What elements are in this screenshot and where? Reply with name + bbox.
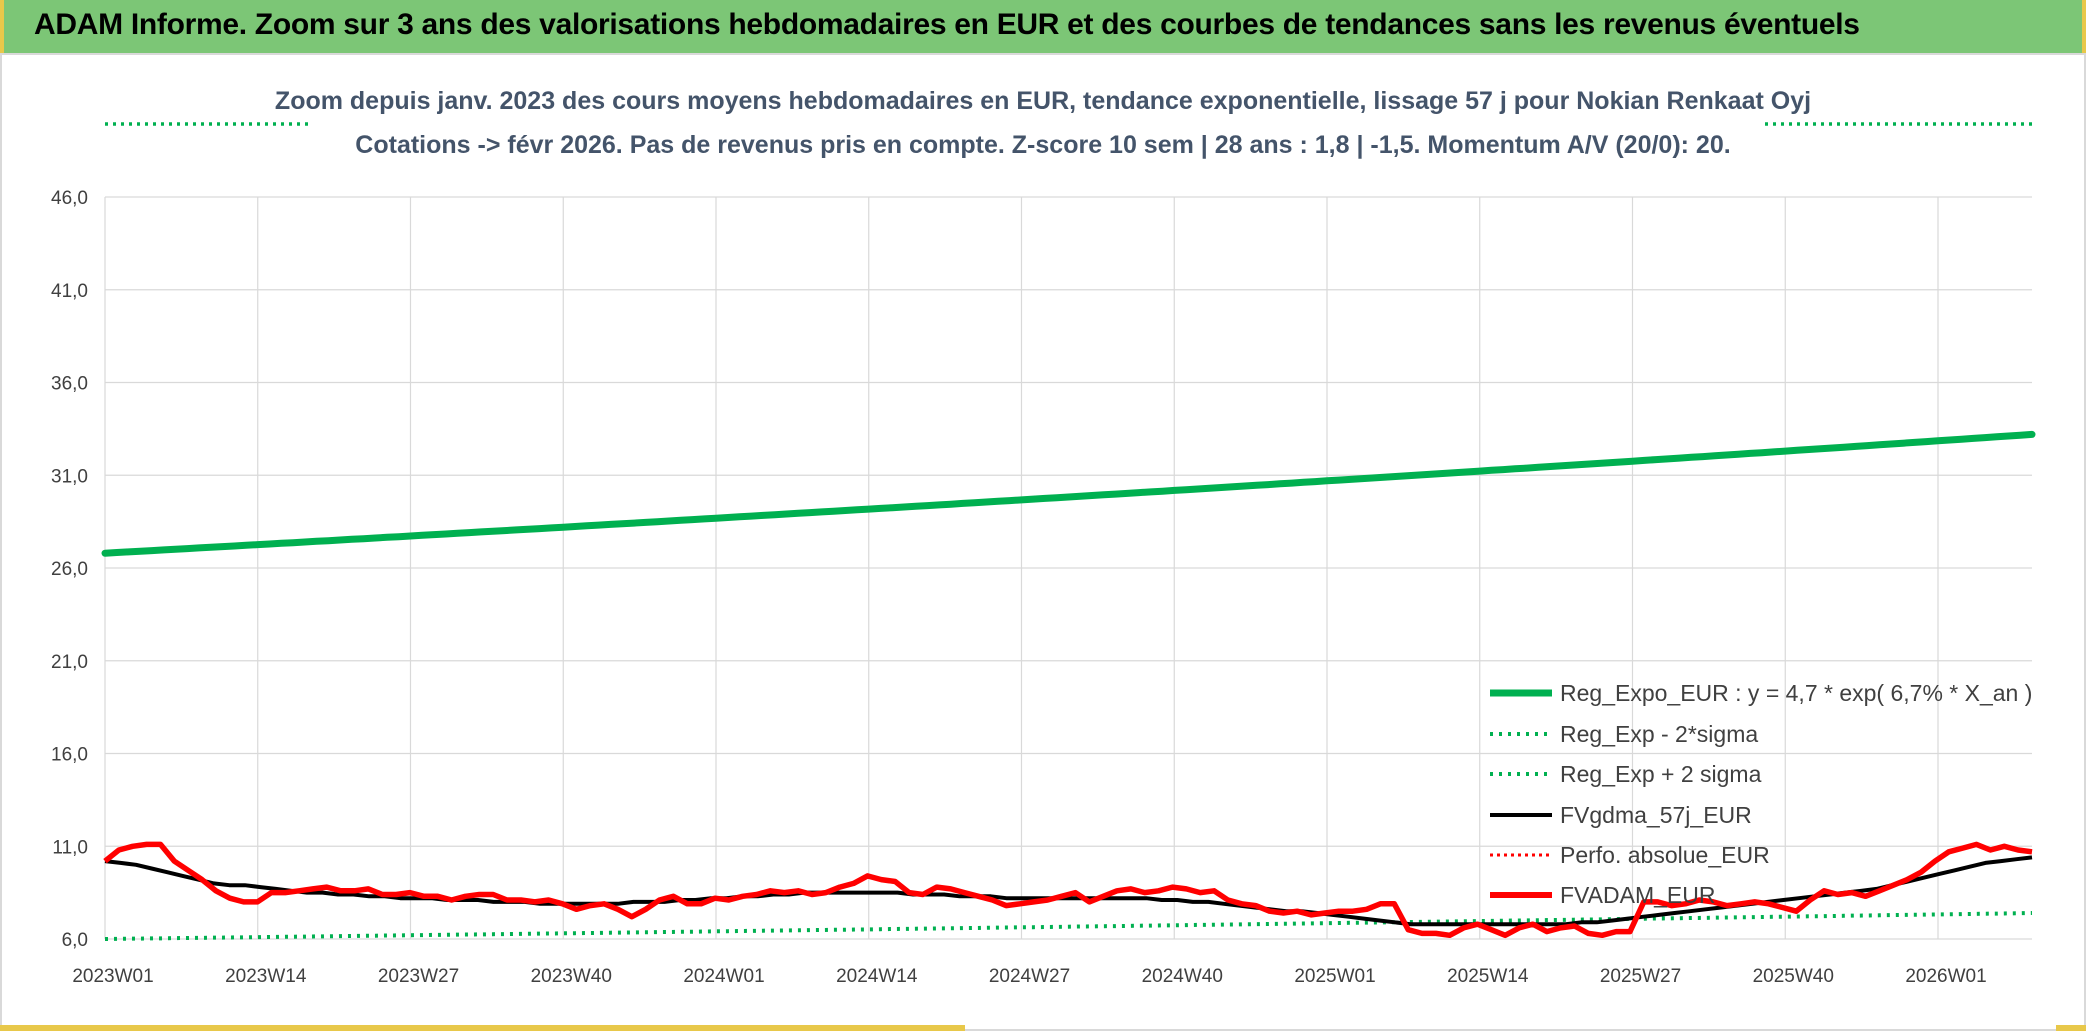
legend-label: FVADAM_EUR [1560, 882, 1716, 908]
x-tick-label: 2025W27 [1600, 966, 1681, 987]
y-axis-ticks: 6,0 11,0 16,0 21,0 26,0 31,0 36,0 41,0 46,0 [51, 188, 88, 951]
legend-label: Reg_Exp + 2 sigma [1560, 761, 1762, 787]
y-tick-label: 26,0 [51, 559, 88, 580]
x-tick-label: 2024W27 [989, 966, 1070, 987]
frame-accent-right [2056, 1025, 2086, 1031]
report-banner: ADAM Informe. Zoom sur 3 ans des valoris… [0, 0, 2086, 53]
y-tick-label: 6,0 [62, 930, 88, 951]
x-tick-label: 2023W14 [225, 966, 307, 987]
y-tick-label: 11,0 [52, 837, 88, 858]
legend-label: Reg_Expo_EUR : y = 4,7 * exp( 6,7% * X_a… [1560, 680, 2032, 706]
x-tick-label: 2026W01 [1905, 966, 1986, 987]
y-tick-label: 31,0 [51, 466, 88, 487]
x-tick-label: 2023W01 [72, 966, 153, 987]
x-tick-label: 2023W40 [531, 966, 612, 987]
y-tick-label: 46,0 [51, 188, 88, 209]
valuation-line [103, 841, 2033, 939]
chart-subtitle-1: Zoom depuis janv. 2023 des cours moyens … [275, 87, 1811, 115]
report-title: ADAM Informe. Zoom sur 3 ans des valoris… [34, 8, 1860, 41]
x-axis-ticks: 2023W01 2023W14 2023W27 2023W40 2024W01 2024W… [72, 966, 1986, 987]
lower-sigma-line [104, 911, 2033, 941]
x-tick-label: 2025W14 [1447, 966, 1529, 987]
chart-frame [0, 53, 2086, 1031]
y-tick-label: 36,0 [51, 374, 88, 395]
x-tick-label: 2025W40 [1753, 966, 1834, 987]
chart-legend: Reg_Expo_EUR : y = 4,7 * exp( 6,7% * X_a… [1490, 680, 2032, 908]
x-tick-label: 2024W01 [683, 966, 764, 987]
legend-label: Perfo. absolue_EUR [1560, 842, 1770, 868]
chart-subtitle-2: Cotations -> févr 2026. Pas de revenus p… [355, 131, 1730, 159]
x-tick-label: 2023W27 [378, 966, 459, 987]
chart-series [101, 122, 2036, 941]
x-tick-label: 2024W40 [1142, 966, 1223, 987]
chart-grid [104, 196, 2032, 940]
y-tick-label: 41,0 [51, 281, 88, 302]
regression-line [101, 430, 2036, 557]
legend-label: Reg_Exp - 2*sigma [1560, 721, 1758, 747]
y-tick-label: 21,0 [51, 652, 88, 673]
legend-label: FVgdma_57j_EUR [1560, 802, 1752, 828]
y-tick-label: 16,0 [51, 745, 88, 766]
x-tick-label: 2024W14 [836, 966, 918, 987]
x-tick-label: 2025W01 [1294, 966, 1375, 987]
frame-accent-left [0, 1025, 965, 1031]
